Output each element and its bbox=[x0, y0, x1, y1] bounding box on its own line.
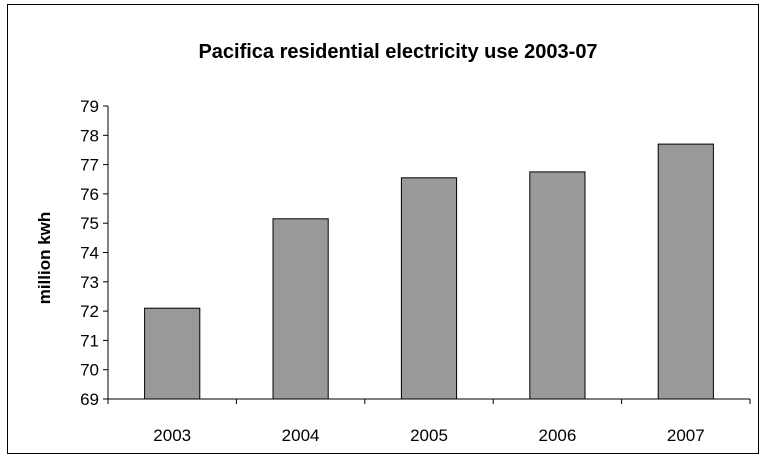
axes-group bbox=[103, 105, 751, 404]
x-tick-label: 2005 bbox=[410, 426, 448, 445]
x-tick-label: 2006 bbox=[538, 426, 576, 445]
y-tick-label: 74 bbox=[80, 244, 99, 263]
x-tick-label: 2004 bbox=[282, 426, 320, 445]
y-tick-label: 72 bbox=[80, 302, 99, 321]
y-tick-label: 71 bbox=[80, 331, 99, 350]
chart-frame bbox=[7, 4, 759, 454]
y-tick-label: 70 bbox=[80, 361, 99, 380]
bar-2007 bbox=[657, 143, 714, 400]
x-tick-label: 2007 bbox=[667, 426, 705, 445]
bar-2005 bbox=[400, 177, 458, 400]
y-tick-label: 79 bbox=[80, 97, 99, 116]
bar-2003 bbox=[144, 307, 201, 400]
y-tick-label: 69 bbox=[80, 390, 99, 409]
y-tick-label: 78 bbox=[80, 126, 99, 145]
y-tick-label: 76 bbox=[80, 185, 99, 204]
bar-2006 bbox=[529, 171, 586, 400]
y-tick-label: 77 bbox=[80, 156, 99, 175]
x-tick-labels: 2003 2004 2005 2006 2007 bbox=[153, 426, 704, 445]
x-tick-label: 2003 bbox=[153, 426, 191, 445]
bars-group bbox=[144, 143, 714, 400]
y-tick-label: 73 bbox=[80, 273, 99, 292]
chart-title: Pacifica residential electricity use 200… bbox=[198, 41, 597, 63]
y-axis-label: million kwh bbox=[35, 212, 54, 305]
y-tick-labels: 69 70 71 72 73 74 75 76 77 78 79 bbox=[80, 97, 99, 409]
y-tick-label: 75 bbox=[80, 214, 99, 233]
bar-2004 bbox=[272, 218, 329, 400]
